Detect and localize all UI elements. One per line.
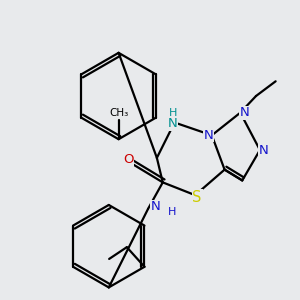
Text: N: N xyxy=(168,117,177,130)
Text: H: H xyxy=(168,108,177,118)
Text: S: S xyxy=(192,190,202,205)
Text: CH₃: CH₃ xyxy=(109,108,128,118)
Text: N: N xyxy=(151,200,161,213)
Text: O: O xyxy=(123,153,134,166)
Text: H: H xyxy=(167,207,176,217)
Text: N: N xyxy=(239,106,249,119)
Text: N: N xyxy=(259,143,269,157)
Text: N: N xyxy=(204,129,214,142)
